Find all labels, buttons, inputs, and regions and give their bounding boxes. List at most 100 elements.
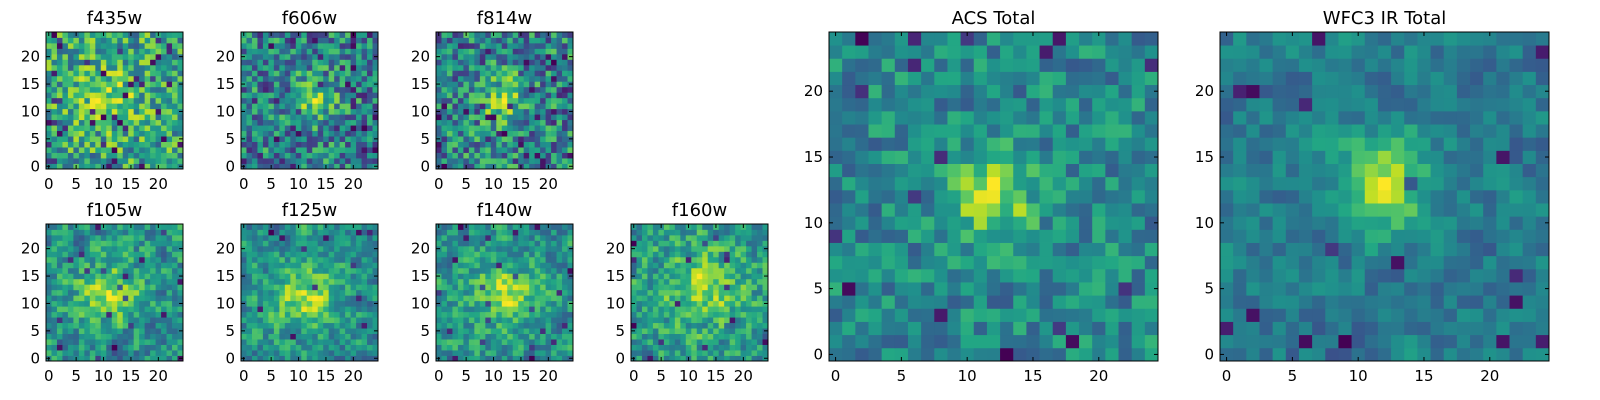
heatmap-cell [306, 256, 313, 263]
heatmap-cell [95, 53, 102, 60]
heatmap-cell [78, 350, 85, 356]
heatmap-cell [507, 333, 514, 340]
heatmap-cell [707, 256, 714, 263]
heatmap-cell [518, 48, 525, 55]
heatmap-cell [67, 284, 74, 291]
heatmap-cell [268, 37, 275, 44]
x-tick-label: 0 [239, 367, 249, 385]
heatmap-cell [73, 59, 80, 66]
heatmap-cell [89, 267, 96, 274]
heatmap-cell [551, 284, 557, 291]
heatmap-cell [339, 284, 346, 291]
heatmap-cell [372, 251, 379, 258]
heatmap-cell [350, 92, 357, 99]
heatmap-cell [934, 203, 948, 217]
heatmap-cell [507, 37, 514, 44]
heatmap-cell [122, 136, 129, 142]
heatmap-cell [312, 344, 319, 351]
heatmap-cell [441, 59, 448, 66]
heatmap-cell [529, 32, 536, 38]
heatmap-cell [306, 53, 313, 60]
heatmap-cell [507, 125, 514, 132]
heatmap-cell [829, 176, 843, 191]
heatmap-cell [562, 295, 568, 302]
heatmap-cell [161, 64, 167, 71]
heatmap-cell [490, 70, 497, 77]
heatmap-cell [51, 92, 58, 99]
heatmap-cell [713, 328, 720, 334]
heatmap-cell [251, 130, 258, 137]
heatmap-cell [166, 328, 173, 334]
heatmap-cell [56, 64, 63, 71]
heatmap-cell [474, 240, 481, 247]
heatmap-cell [562, 267, 568, 274]
heatmap-cell [652, 306, 659, 313]
heatmap-cell [279, 355, 286, 362]
heatmap-cell [312, 92, 319, 99]
heatmap-cell [441, 32, 448, 38]
heatmap-cell [1131, 308, 1146, 322]
heatmap-cell [1013, 189, 1027, 204]
heatmap-cell [436, 306, 442, 313]
heatmap-cell [89, 152, 96, 159]
heatmap-cells [46, 32, 184, 170]
heatmap-cell [540, 158, 546, 164]
heatmap-cell [246, 322, 253, 329]
heatmap-cell [441, 130, 448, 137]
heatmap-cell [284, 229, 291, 236]
heatmap-cell [658, 267, 665, 274]
heatmap-cell [246, 300, 253, 307]
heatmap-cell [328, 339, 335, 345]
heatmap-cell [62, 333, 69, 340]
heatmap-cell [73, 81, 80, 88]
heatmap-cell [496, 229, 503, 236]
heatmap-cell [328, 245, 335, 252]
heatmap-cell [512, 234, 519, 241]
heatmap-cell [56, 86, 63, 93]
heatmap-cell [73, 278, 80, 285]
heatmap-cell [323, 37, 330, 44]
heatmap-cell [441, 53, 448, 60]
heatmap-cell [829, 268, 843, 283]
heatmap-cell [367, 224, 373, 230]
heatmap-cell [545, 147, 552, 153]
heatmap-cell [485, 108, 492, 115]
heatmap-cell [463, 300, 470, 307]
heatmap-cell [669, 322, 676, 329]
heatmap-cell [441, 289, 448, 296]
heatmap-cell [350, 37, 357, 44]
heatmap-cell [301, 240, 308, 247]
x-tick-label: 5 [461, 175, 471, 193]
heatmap-cell [523, 284, 530, 291]
heatmap-cell [507, 295, 514, 302]
heatmap-cell [713, 278, 720, 285]
heatmap-cell [62, 229, 69, 236]
heatmap-cell [172, 295, 178, 302]
heatmap-cell [356, 234, 362, 241]
heatmap-cell [652, 256, 659, 263]
heatmap-cell [251, 278, 258, 285]
heatmap-cell [894, 150, 909, 164]
heatmap-cell [106, 245, 113, 252]
heatmap-cell [323, 300, 330, 307]
heatmap-cell [251, 86, 258, 93]
heatmap-cell [1105, 163, 1119, 178]
heatmap-cell [567, 114, 574, 121]
heatmap-cell [84, 256, 91, 263]
heatmap-cell [334, 92, 341, 99]
heatmap-cell [273, 322, 280, 329]
heatmap-cell [921, 268, 935, 283]
heatmap-cell [246, 262, 253, 269]
x-tick-label: 5 [461, 367, 471, 385]
heatmap-cell [62, 97, 69, 104]
heatmap-cell [172, 262, 178, 269]
heatmap-cell [707, 355, 714, 362]
heatmap-cell [496, 339, 503, 345]
heatmap-cell [441, 108, 448, 115]
heatmap-cell [144, 267, 151, 274]
heatmap-cell [312, 32, 319, 38]
heatmap-cell [312, 70, 319, 77]
heatmap-cell [339, 339, 346, 345]
heatmap-cell [73, 328, 80, 334]
heatmap-cell [973, 242, 988, 257]
